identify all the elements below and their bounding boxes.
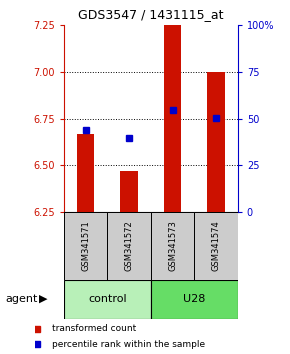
Text: GSM341572: GSM341572 <box>124 221 134 272</box>
Text: control: control <box>88 294 127 304</box>
Bar <box>64 212 107 280</box>
Bar <box>120 171 138 212</box>
Bar <box>151 280 238 319</box>
Bar <box>107 212 151 280</box>
Bar <box>164 25 181 212</box>
Bar <box>77 133 94 212</box>
Text: U28: U28 <box>183 294 206 304</box>
Bar <box>151 212 194 280</box>
Title: GDS3547 / 1431115_at: GDS3547 / 1431115_at <box>78 8 224 21</box>
Text: percentile rank within the sample: percentile rank within the sample <box>52 339 205 349</box>
Text: ▶: ▶ <box>39 294 48 304</box>
Bar <box>207 72 225 212</box>
Bar <box>64 280 151 319</box>
Bar <box>194 212 238 280</box>
Text: agent: agent <box>6 294 38 304</box>
Text: GSM341574: GSM341574 <box>211 221 221 272</box>
Text: GSM341571: GSM341571 <box>81 221 90 272</box>
Text: transformed count: transformed count <box>52 324 137 333</box>
Text: GSM341573: GSM341573 <box>168 221 177 272</box>
